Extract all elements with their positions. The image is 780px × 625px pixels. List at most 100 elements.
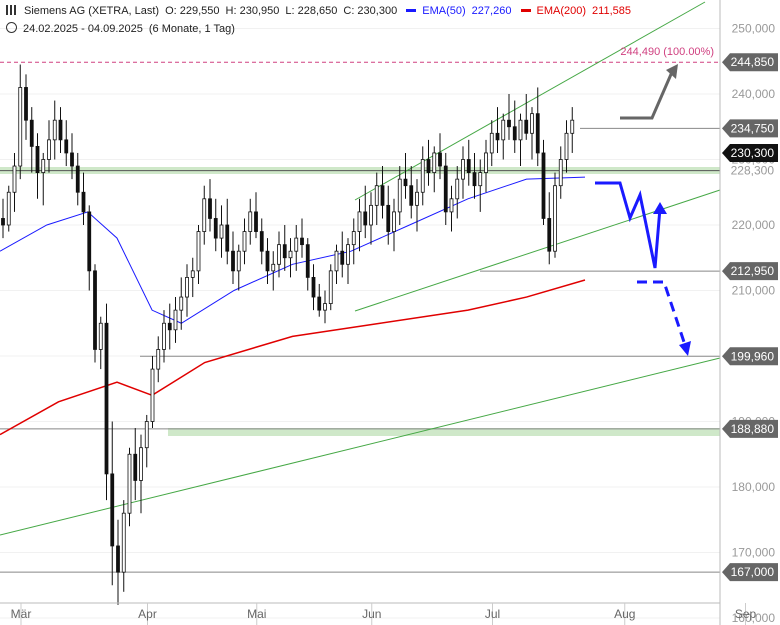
y-axis: 160,000170,000180,000190,000200,000210,0… — [719, 0, 780, 625]
candle-body — [311, 276, 316, 298]
candle-body — [47, 139, 51, 160]
candle-body — [144, 421, 149, 449]
candle-body — [518, 119, 523, 141]
level-callout-label: 244,850 — [731, 55, 775, 69]
current-price-callout-label: 230,300 — [731, 146, 775, 160]
level-callout-label: 212,950 — [731, 264, 775, 278]
support-zone-188 — [168, 428, 720, 436]
level-callout-bg — [722, 563, 778, 582]
level-callout-bg — [722, 262, 778, 281]
current-price-callout-bg — [722, 143, 778, 162]
candle-body — [369, 204, 373, 226]
candle-body — [374, 185, 379, 206]
long-term-trendline — [0, 357, 721, 536]
y-tick-label: 240,000 — [732, 87, 776, 101]
candle-body — [185, 276, 189, 298]
candle-body — [12, 165, 17, 193]
instrument-title: Siemens AG (XETRA, Last) — [24, 5, 160, 17]
level-callout-label: 199,960 — [731, 349, 775, 363]
candle-body — [208, 198, 212, 219]
candle-body — [288, 250, 293, 259]
candle-body — [547, 218, 552, 252]
candle-body — [190, 270, 195, 278]
breakdown-arrowhead — [679, 341, 691, 356]
candle-body — [501, 119, 506, 141]
x-tick-label: Mär — [11, 607, 32, 621]
fib-label: 244,490 (100.00%) — [620, 46, 714, 58]
y-tick-label: 250,000 — [732, 22, 776, 36]
candle-body — [415, 191, 419, 206]
y-tick-label: 220,000 — [732, 218, 776, 232]
candle-body — [426, 159, 431, 174]
candle-body — [196, 231, 201, 272]
candle-body — [340, 250, 345, 265]
candle-body — [41, 159, 46, 174]
candle-body — [455, 178, 460, 200]
close-value: C: 230,300 — [343, 5, 398, 17]
candle-body — [265, 250, 270, 272]
candle-body — [438, 152, 442, 167]
candle-body — [535, 113, 540, 154]
candle-body — [110, 473, 115, 547]
candle-body — [397, 178, 402, 213]
ema50-value: 227,260 — [471, 5, 512, 17]
ema200-swatch — [520, 9, 531, 12]
candle-body — [512, 126, 517, 141]
candle-body — [156, 349, 161, 370]
ema200-label: EMA(200) — [536, 5, 587, 17]
candle-body — [392, 211, 396, 232]
candle-body — [116, 545, 120, 573]
candle-body — [461, 159, 465, 180]
y-tick-label-228: 228,300 — [731, 164, 775, 178]
candle-body — [254, 211, 258, 232]
candle-body — [478, 172, 483, 187]
candle-body — [443, 165, 448, 213]
candle-body — [58, 119, 63, 141]
candle-body — [466, 159, 471, 174]
candle-body — [29, 119, 34, 147]
candle-body — [524, 119, 529, 134]
open-value: O: 229,550 — [165, 5, 220, 17]
candle-body — [52, 119, 57, 141]
candle-body — [351, 231, 356, 246]
channel-lower-line — [354, 189, 721, 312]
level-callout-label: 234,750 — [731, 121, 775, 135]
candle-body — [35, 145, 40, 173]
candle-body — [202, 198, 207, 232]
candle-body — [564, 132, 569, 160]
candle-body — [294, 237, 299, 252]
candle-body — [18, 87, 23, 167]
candle-body — [24, 87, 28, 121]
candle-body — [75, 165, 80, 193]
high-value: H: 230,950 — [225, 5, 280, 17]
candle-body — [541, 152, 546, 219]
candle-body — [248, 211, 253, 232]
candle-body — [323, 303, 327, 311]
x-tick-label: Sep — [735, 607, 757, 621]
period-label: (6 Monate, 1 Tag) — [148, 23, 235, 35]
candle-body — [530, 113, 534, 134]
candle-body — [167, 322, 172, 331]
x-tick-label: Aug — [614, 607, 635, 621]
candle-body — [570, 119, 575, 134]
level-callout-label: 167,000 — [731, 565, 775, 579]
level-callout-label: 188,880 — [731, 422, 775, 436]
low-value: L: 228,650 — [285, 5, 338, 17]
candle-body — [282, 244, 287, 259]
candle-body — [150, 368, 155, 422]
candle-body — [403, 178, 408, 187]
clock-icon — [6, 22, 17, 33]
candle-body — [259, 231, 264, 252]
channel-upper-line — [354, 1, 706, 201]
candle-body — [305, 244, 310, 278]
candle-body — [300, 237, 304, 246]
candle-body — [357, 211, 362, 232]
chart-subheader: 24.02.2025 - 04.09.2025 (6 Monate, 1 Tag) — [6, 22, 241, 35]
candle-body — [6, 191, 11, 226]
ema50-label: EMA(50) — [422, 5, 466, 17]
chart-header: Siemens AG (XETRA, Last) O: 229,550 H: 230… — [6, 5, 637, 17]
candle-body — [81, 191, 86, 213]
candle-body — [64, 139, 69, 154]
x-tick-label: Jul — [485, 607, 500, 621]
candle-body — [87, 211, 92, 272]
